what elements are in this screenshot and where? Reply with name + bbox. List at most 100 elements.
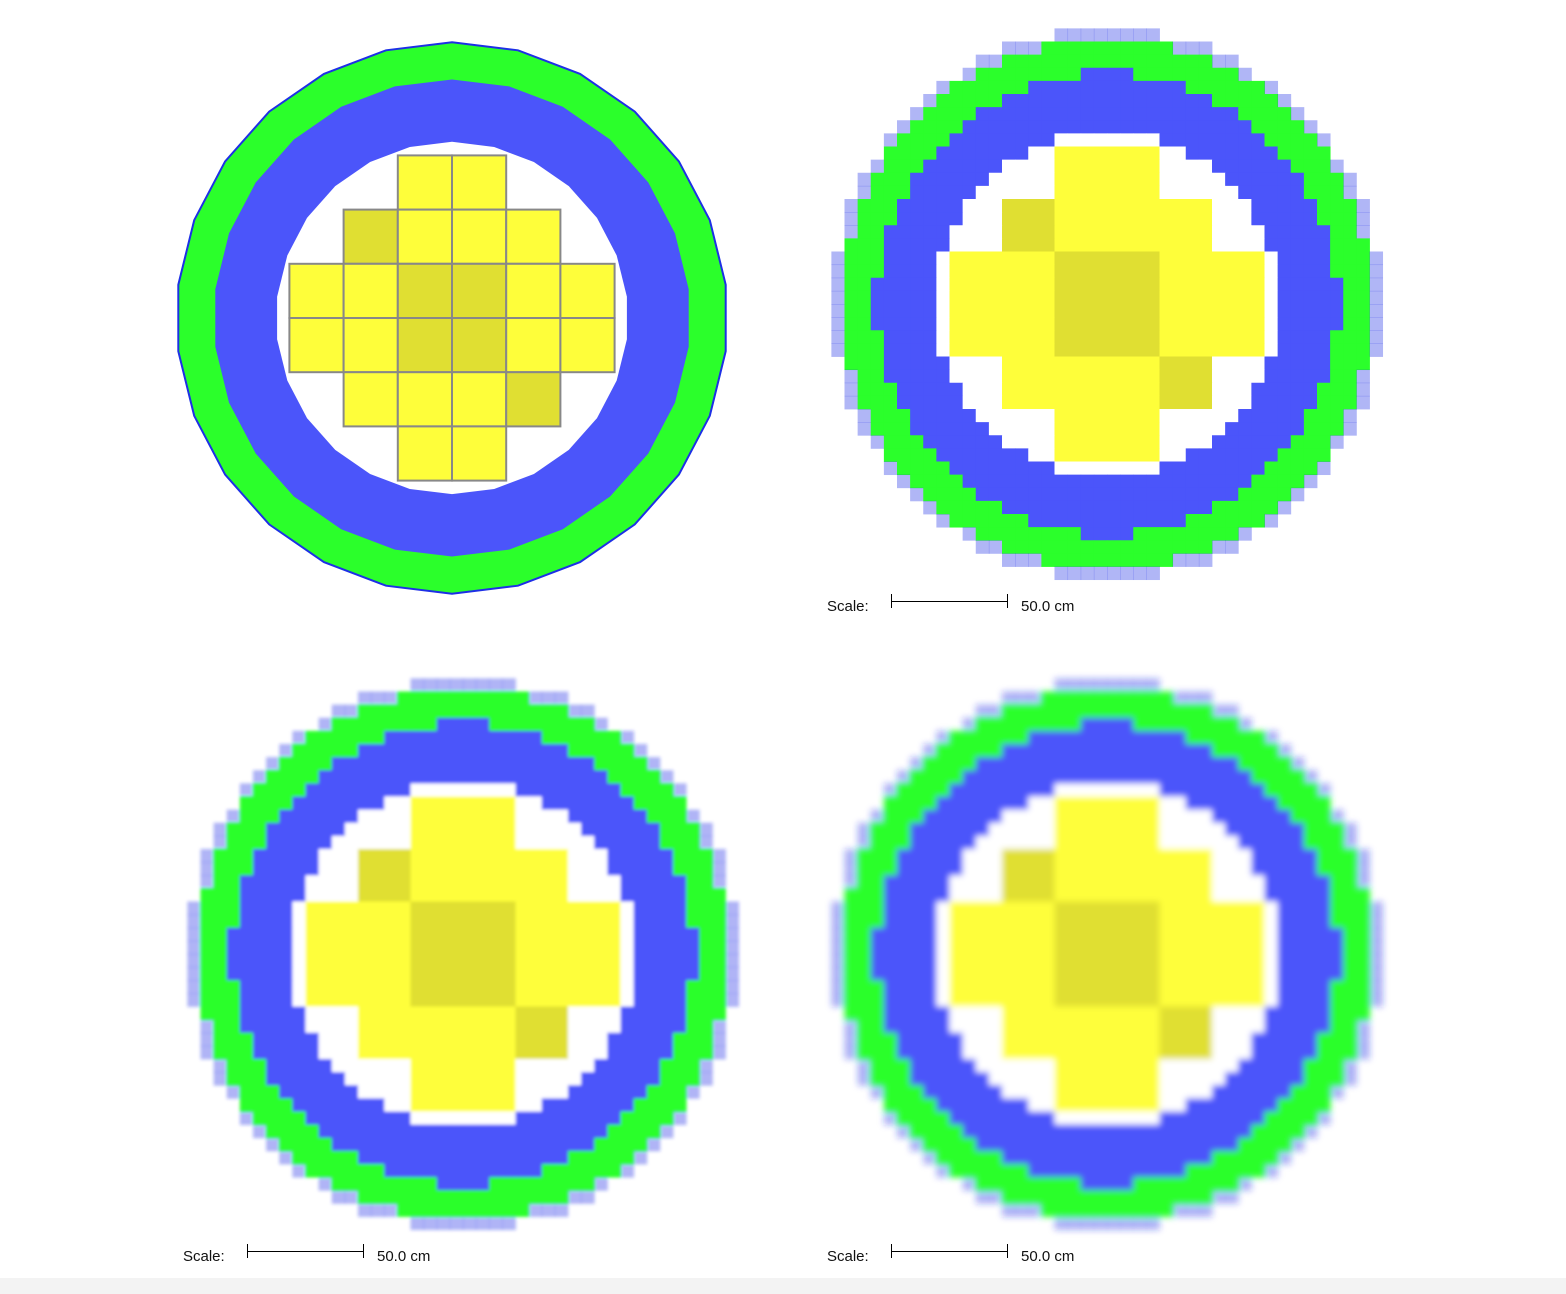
pixel-cell [1238, 120, 1252, 134]
pixel-cell [1159, 500, 1174, 515]
pixel-cell [949, 730, 964, 745]
pixel-cell [1277, 914, 1292, 929]
pixel-cell [1120, 1137, 1134, 1152]
pixel-cell [397, 1177, 411, 1191]
pixel-cell [200, 1006, 215, 1021]
pixel-cell [949, 212, 964, 226]
pixel-cell [1185, 1072, 1200, 1086]
pixel-cell [423, 1203, 438, 1217]
pixel-cell [1212, 67, 1226, 82]
pixel-cell [975, 1019, 990, 1034]
pixel-cell [1120, 770, 1134, 784]
pixel-cell [1028, 435, 1042, 449]
pixel-cell [1198, 1203, 1213, 1217]
pixel-cell [1264, 500, 1279, 515]
pixel-cell [988, 487, 1003, 502]
pixel-cell [331, 796, 346, 811]
pixel-cell [1225, 967, 1239, 981]
pixel-cell [279, 1072, 293, 1086]
pixel-cell [1028, 967, 1042, 981]
pixel-cell [936, 120, 950, 134]
pixel-cell [883, 862, 898, 876]
pixel-cell [502, 875, 516, 889]
pixel-cell [1251, 1098, 1265, 1112]
pixel-cell [1093, 146, 1108, 161]
pixel-cell [410, 1032, 425, 1047]
pixel-cell [358, 1072, 372, 1086]
pixel-cell [1041, 199, 1055, 213]
pixel-cell [1146, 330, 1160, 344]
pixel-cell [633, 1098, 648, 1112]
pixel-cell [1172, 527, 1187, 541]
pixel-cell [1212, 940, 1226, 955]
pixel-cell [857, 901, 872, 916]
pixel-cell [1277, 369, 1292, 384]
pixel-cell [253, 914, 267, 929]
pixel-cell [305, 849, 320, 863]
pixel-cell [1225, 1006, 1239, 1021]
pixel-cell [1238, 290, 1252, 305]
pixel-cell [1185, 159, 1200, 174]
pixel-cell [292, 1059, 306, 1073]
pixel-cell [1251, 796, 1265, 811]
pixel-cell [1212, 185, 1226, 200]
pixel-cell [910, 382, 924, 397]
pixel-cell [1212, 133, 1226, 147]
pixel-cell [1002, 422, 1016, 436]
fuel-assembly [451, 154, 508, 211]
pixel-cell [515, 967, 530, 981]
pixel-cell [910, 133, 924, 147]
pixel-cell [568, 901, 582, 916]
pixel-cell [1054, 251, 1069, 266]
pixel-cell [515, 1124, 530, 1139]
pixel-cell [489, 822, 503, 837]
pixel-cell [1015, 317, 1029, 331]
pixel-cell [870, 1019, 885, 1034]
pixel-cell [1054, 500, 1069, 515]
pixel-cell [1133, 304, 1147, 318]
pixel-cell [1028, 888, 1042, 902]
fuel-assembly [559, 262, 616, 319]
pixel-cell [1290, 395, 1305, 410]
pixel-cell [699, 1045, 713, 1060]
pixel-cell [436, 678, 451, 692]
pixel-cell [1107, 1085, 1121, 1099]
pixel-cell [1107, 527, 1121, 541]
pixel-cell [1264, 809, 1279, 824]
pixel-cell [1041, 277, 1055, 292]
pixel-cell [1002, 1085, 1016, 1099]
pixel-cell [1133, 1059, 1147, 1073]
pixel-cell [1198, 199, 1213, 213]
pixel-cell [1225, 172, 1239, 187]
pixel-cell [541, 1124, 556, 1139]
pixel-cell [1185, 1098, 1200, 1112]
pixel-cell [1303, 199, 1318, 213]
pixel-cell [1356, 1032, 1370, 1047]
pixel-cell [1054, 277, 1069, 292]
pixel-cell [646, 1085, 661, 1099]
pixel-cell [1120, 678, 1134, 692]
pixel-cell [1133, 212, 1147, 226]
pixel-cell [1067, 487, 1082, 502]
pixel-cell [962, 967, 977, 981]
pixel-cell [949, 146, 964, 161]
pixel-cell [449, 1124, 464, 1139]
pixel-cell [1067, 770, 1082, 784]
pixel-cell [988, 382, 1003, 397]
pixel-cell [1054, 783, 1069, 797]
pixel-cell [1054, 1085, 1069, 1099]
pixel-cell [883, 914, 898, 929]
pixel-cell [1093, 875, 1108, 889]
pixel-cell [384, 822, 398, 837]
pixel-cell [883, 809, 898, 824]
pixel-cell [1225, 120, 1239, 134]
pixel-cell [1317, 356, 1331, 371]
pixel-cell [1356, 967, 1370, 981]
pixel-cell [923, 809, 937, 824]
pixel-cell [988, 1032, 1003, 1047]
pixel-cell [502, 954, 516, 968]
pixel-cell [844, 940, 859, 955]
pixel-cell [1120, 277, 1134, 292]
pixel-cell [1330, 927, 1344, 942]
pixel-cell [1067, 435, 1082, 449]
